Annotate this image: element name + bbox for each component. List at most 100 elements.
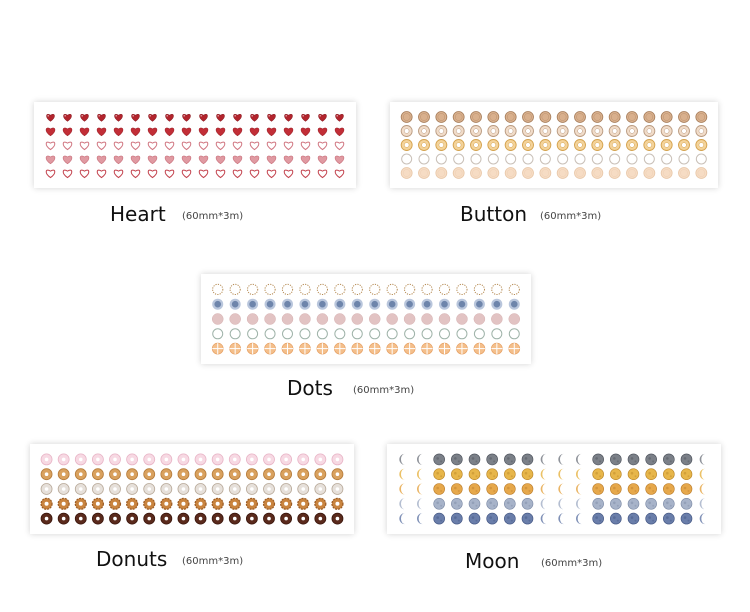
button-sticker xyxy=(522,111,534,123)
moon-sticker xyxy=(680,512,693,525)
button-sticker xyxy=(557,153,569,165)
heart-sticker xyxy=(250,114,259,122)
donuts-sticker xyxy=(245,483,258,495)
button-tape-swatch xyxy=(390,102,718,188)
dots-sticker xyxy=(299,298,311,310)
dots-sticker xyxy=(473,342,486,355)
heart-sticker xyxy=(249,127,260,137)
dots-sticker xyxy=(404,328,416,340)
button-sticker xyxy=(453,153,465,165)
donuts-sticker xyxy=(160,453,173,466)
button-sticker xyxy=(574,111,586,123)
heart-sticker xyxy=(181,127,192,137)
button-sticker xyxy=(539,125,552,137)
heart-sticker xyxy=(164,127,175,137)
donuts-sticker xyxy=(314,483,327,495)
dots-sticker xyxy=(386,313,398,325)
heart-sticker xyxy=(147,127,158,137)
button-sticker xyxy=(418,167,430,179)
donuts-sticker xyxy=(109,453,121,466)
moon-sticker xyxy=(663,497,675,510)
dots-pattern xyxy=(211,283,521,355)
heart-sticker xyxy=(317,141,328,151)
dots-sticker xyxy=(229,313,241,325)
moon-sticker xyxy=(592,512,604,525)
button-sticker xyxy=(470,125,482,137)
dots-sticker xyxy=(334,298,346,310)
moon-sticker xyxy=(576,453,582,465)
dots-sticker xyxy=(473,298,485,310)
donuts-sticker xyxy=(297,497,310,510)
button-sticker xyxy=(626,111,638,123)
heart-sticker xyxy=(113,127,124,137)
dots-sticker xyxy=(351,283,363,295)
moon-sticker xyxy=(699,453,706,465)
donuts-sticker xyxy=(263,453,275,466)
moon-sticker xyxy=(576,468,582,480)
moon-sticker xyxy=(451,468,463,481)
donuts-sticker xyxy=(228,512,241,525)
moon-sticker xyxy=(645,453,657,466)
button-sticker xyxy=(435,167,448,179)
donuts-sticker xyxy=(245,512,258,525)
donuts-sticker xyxy=(143,483,156,495)
dots-sticker xyxy=(403,313,416,325)
heart-sticker xyxy=(46,114,55,122)
heart-sticker xyxy=(300,169,311,179)
button-sticker xyxy=(695,153,707,165)
donuts-sticker xyxy=(40,483,53,495)
moon-sticker xyxy=(645,497,657,510)
donuts-sticker xyxy=(177,468,190,481)
donuts-sticker xyxy=(331,512,344,525)
heart-sticker xyxy=(335,114,344,122)
dots-sticker xyxy=(473,283,485,295)
donuts-sticker xyxy=(177,483,190,495)
heart-sticker xyxy=(266,155,277,165)
dots-sticker xyxy=(316,342,329,355)
heart-sticker xyxy=(62,141,73,151)
dots-sticker xyxy=(508,283,520,295)
donuts-sticker xyxy=(263,512,275,525)
heart-sticker xyxy=(130,127,141,137)
dots-sticker xyxy=(369,283,381,295)
button-sticker xyxy=(418,139,430,151)
donuts-sticker xyxy=(194,483,207,495)
dots-sticker xyxy=(456,313,468,325)
dots-sticker xyxy=(456,342,468,355)
heart-sticker xyxy=(62,169,73,179)
moon-pattern xyxy=(399,453,706,525)
button-sticker xyxy=(643,125,656,137)
button-sticker xyxy=(452,111,465,123)
dots-sticker xyxy=(264,342,276,355)
heart-sticker xyxy=(62,155,73,165)
dots-sticker xyxy=(229,328,241,340)
dots-sticker xyxy=(491,313,503,325)
moon-sticker xyxy=(663,468,675,481)
heart-sticker xyxy=(96,155,107,165)
button-sticker xyxy=(487,167,500,179)
dots-sticker xyxy=(368,342,381,355)
donuts-sticker xyxy=(40,512,53,525)
moon-sticker xyxy=(521,512,534,525)
dots-sticker xyxy=(456,283,468,295)
heart-sticker xyxy=(198,141,209,151)
donuts-sticker xyxy=(211,497,224,510)
dots-sticker xyxy=(508,298,520,310)
moon-sticker xyxy=(592,453,604,466)
heart-sticker xyxy=(96,141,107,151)
dots-sticker xyxy=(264,313,276,325)
donuts-sticker xyxy=(194,468,207,481)
button-sticker xyxy=(556,111,569,123)
heart-sticker xyxy=(96,169,107,179)
button-sticker xyxy=(435,111,448,123)
dots-sticker xyxy=(456,298,468,310)
button-sticker xyxy=(660,111,673,123)
moon-tape-swatch xyxy=(387,444,721,534)
button-sticker xyxy=(695,125,708,137)
button-sticker xyxy=(418,111,430,123)
moon-spec: (60mm*3m) xyxy=(541,558,603,569)
dots-sticker xyxy=(212,298,224,310)
button-sticker xyxy=(522,139,534,151)
heart-sticker xyxy=(113,155,124,165)
heart-sticker xyxy=(164,141,175,151)
